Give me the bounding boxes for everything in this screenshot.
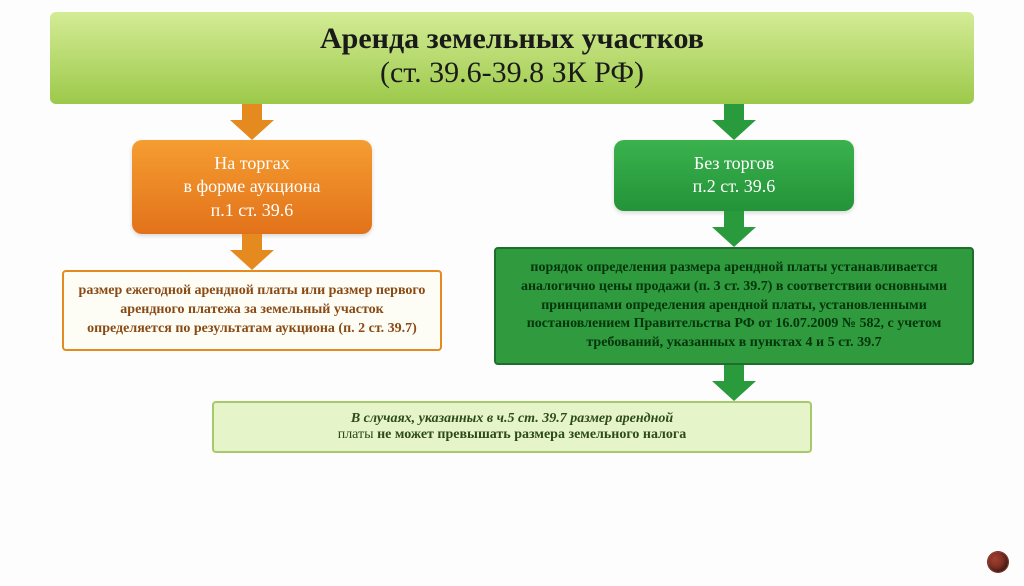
footer-bold: не может превышать размера земельного на…	[377, 427, 686, 442]
left-box-line3: п.1 ст. 39.6	[152, 199, 352, 222]
columns-wrap: На торгах в форме аукциона п.1 ст. 39.6 …	[50, 104, 974, 401]
title-line2: (ст. 39.6-39.8 ЗК РФ)	[70, 56, 954, 90]
title-line1: Аренда земельных участков	[70, 22, 954, 56]
arrow-down-icon	[709, 365, 759, 401]
left-column: На торгах в форме аукциона п.1 ст. 39.6 …	[50, 104, 454, 401]
footer-italic: В случаях, указанных в ч.5 ст. 39.7 разм…	[351, 411, 673, 426]
right-box-line2: п.2 ст. 39.6	[634, 175, 834, 198]
right-box-line1: Без торгов	[634, 152, 834, 175]
left-detail: размер ежегодной арендной платы или разм…	[62, 270, 442, 351]
arrow-down-icon	[709, 211, 759, 247]
right-detail: порядок определения размера арендной пла…	[494, 247, 974, 365]
left-box: На торгах в форме аукциона п.1 ст. 39.6	[132, 140, 372, 234]
footer-plain: платы	[338, 427, 377, 442]
title-header: Аренда земельных участков (ст. 39.6-39.8…	[50, 12, 974, 104]
arrow-down-icon	[227, 234, 277, 270]
slide-control-icon[interactable]	[988, 552, 1008, 572]
left-box-line2: в форме аукциона	[152, 175, 352, 198]
right-box: Без торгов п.2 ст. 39.6	[614, 140, 854, 211]
arrow-down-icon	[709, 104, 759, 140]
footer-note: В случаях, указанных в ч.5 ст. 39.7 разм…	[212, 401, 812, 453]
arrow-down-icon	[227, 104, 277, 140]
left-box-line1: На торгах	[152, 152, 352, 175]
right-column: Без торгов п.2 ст. 39.6 порядок определе…	[494, 104, 974, 401]
